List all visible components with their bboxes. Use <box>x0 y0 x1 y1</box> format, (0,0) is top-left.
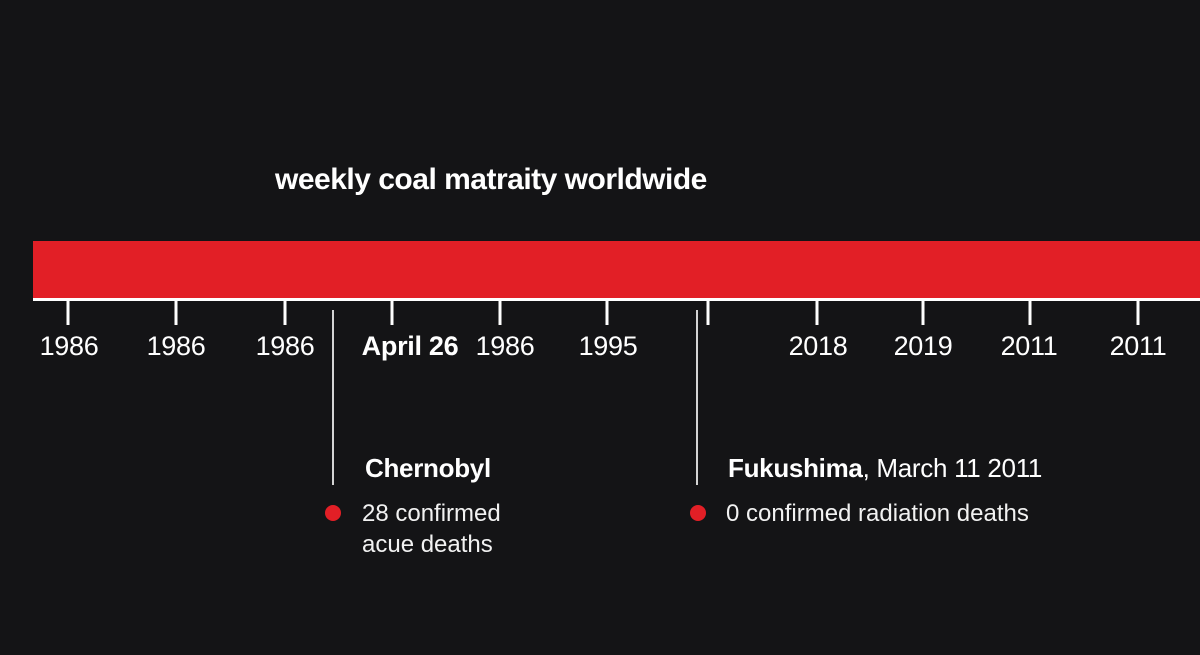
axis-tick <box>706 301 710 325</box>
axis-label: 2011 <box>1000 331 1058 361</box>
chernobyl-event-title: Chernobyl <box>365 453 491 484</box>
axis-tick <box>1028 301 1032 325</box>
fukushima-date: , March 11 2011 <box>862 453 1043 483</box>
chart-title: weekly coal matraity worldwide <box>275 163 707 196</box>
axis-label: 1986 <box>475 331 535 361</box>
timeline-band <box>33 241 1200 298</box>
axis-tick <box>390 301 394 325</box>
axis-label: 1995 <box>578 331 638 361</box>
timeline-axis <box>33 298 1200 301</box>
axis-tick <box>174 301 178 325</box>
axis-label: 2019 <box>893 331 953 361</box>
axis-label: 1986 <box>146 331 206 361</box>
axis-tick <box>921 301 925 325</box>
axis-tick <box>283 301 287 325</box>
axis-tick <box>605 301 609 325</box>
axis-label-chernobyl-date: April 26 <box>361 331 459 361</box>
axis-tick <box>498 301 502 325</box>
fukushima-marker <box>690 505 706 521</box>
fukushima-name: Fukushima <box>728 453 863 483</box>
axis-tick <box>815 301 819 325</box>
axis-label: 1986 <box>39 331 99 361</box>
chernobyl-detail-line2: acue deaths <box>362 531 493 558</box>
fukushima-detail: 0 confirmed radiation deaths <box>726 500 1029 527</box>
chernobyl-marker <box>325 505 341 521</box>
chernobyl-detail: 28 confirmed acue deaths <box>362 498 501 560</box>
fukushima-event-title: Fukushima, March 11 2011 <box>728 453 1042 484</box>
axis-tick <box>66 301 70 325</box>
chernobyl-name: Chernobyl <box>365 453 491 483</box>
chernobyl-leader-line <box>332 310 334 485</box>
chernobyl-detail-line1: 28 confirmed <box>362 500 501 527</box>
axis-label: 1986 <box>255 331 315 361</box>
axis-tick <box>1136 301 1140 325</box>
fukushima-leader-line <box>696 310 698 485</box>
axis-label: 2011 <box>1109 331 1167 361</box>
axis-label: 2018 <box>788 331 848 361</box>
